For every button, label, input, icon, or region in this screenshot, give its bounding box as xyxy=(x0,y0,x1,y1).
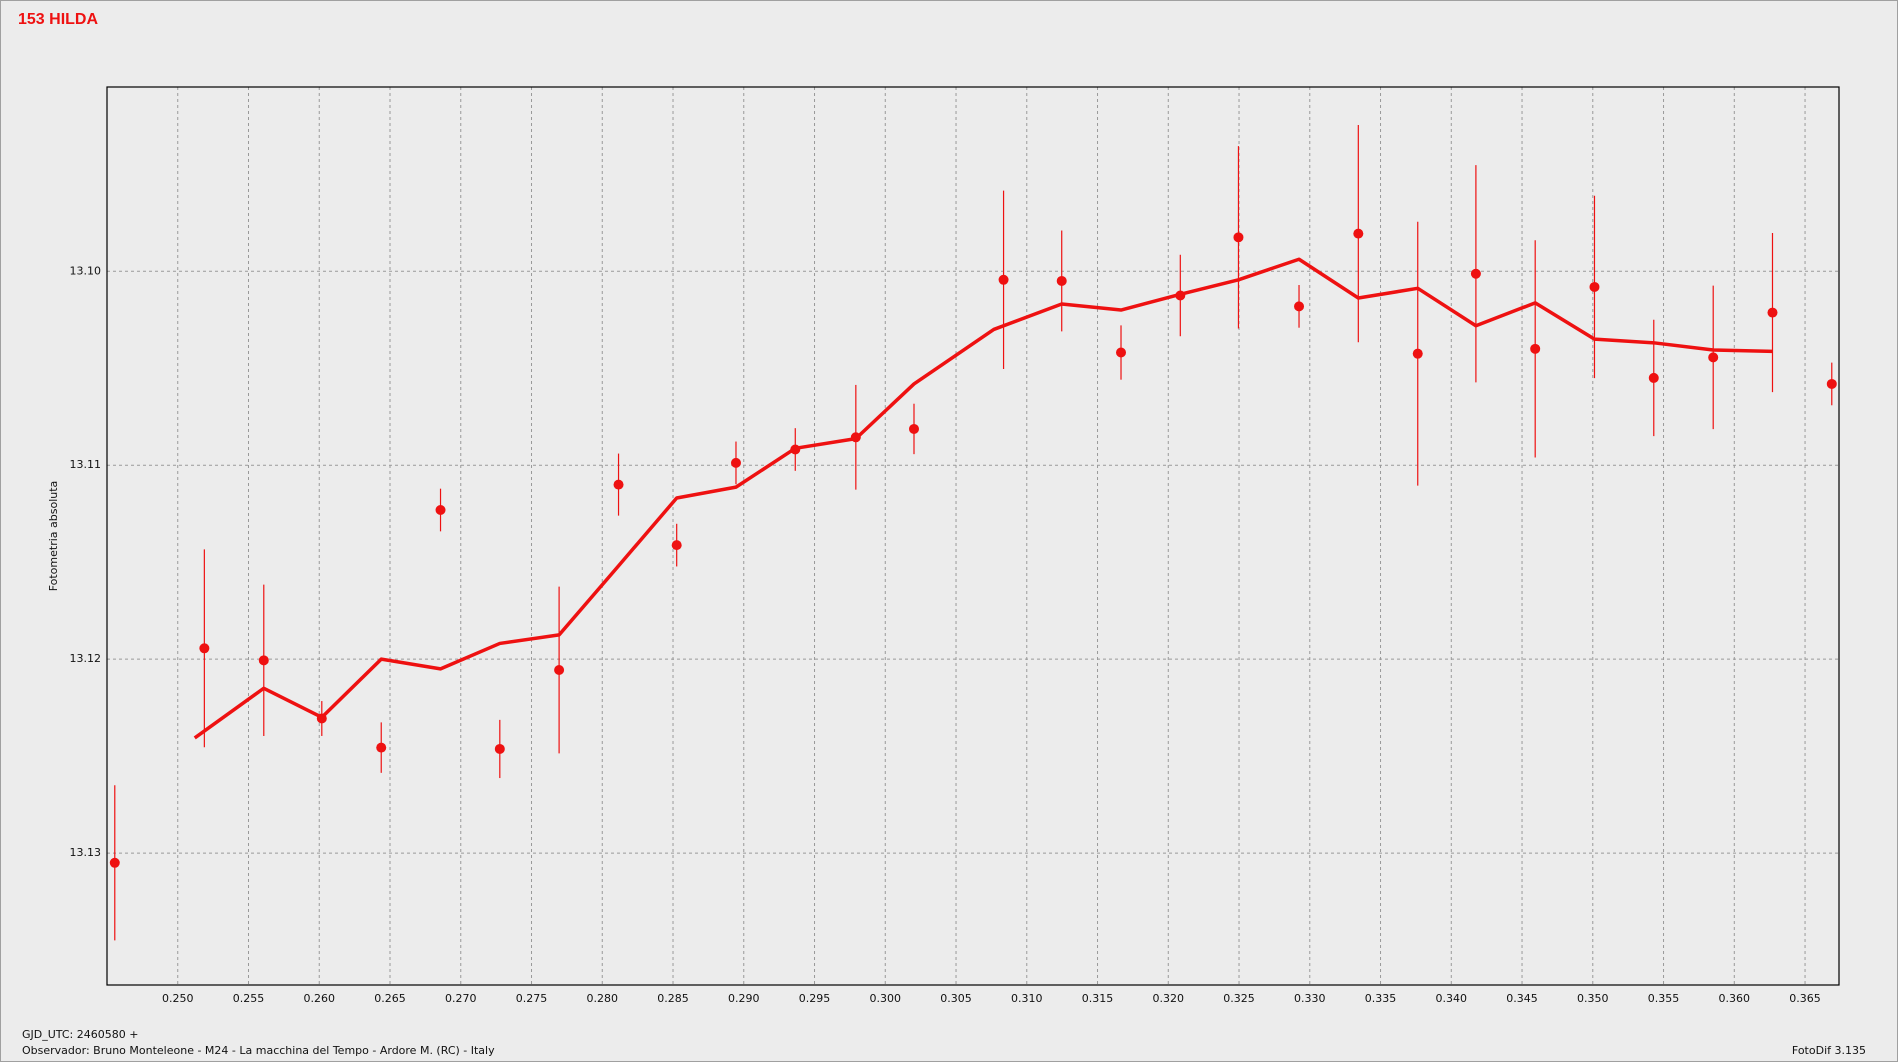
x-tick-label: 0.315 xyxy=(1082,992,1114,1005)
y-tick-label: 13.12 xyxy=(70,652,102,665)
data-point xyxy=(1708,352,1719,363)
data-point xyxy=(730,457,741,468)
x-tick-label: 0.335 xyxy=(1365,992,1397,1005)
x-tick-label: 0.270 xyxy=(445,992,477,1005)
data-point xyxy=(109,857,120,868)
plot-area xyxy=(107,87,1839,985)
data-point xyxy=(908,423,919,434)
x-tick-label: 0.350 xyxy=(1577,992,1609,1005)
x-tick-label: 0.250 xyxy=(162,992,194,1005)
data-point xyxy=(435,505,446,516)
data-point xyxy=(671,540,682,551)
software: FotoDif 3.135 xyxy=(1792,1044,1866,1057)
x-tick-label: 0.330 xyxy=(1294,992,1326,1005)
y-tick-label: 13.13 xyxy=(70,846,102,859)
x-tick-label: 0.255 xyxy=(233,992,265,1005)
data-point xyxy=(258,655,269,666)
x-tick-label: 0.285 xyxy=(657,992,689,1005)
footer: Observador: Bruno Monteleone - M24 - La … xyxy=(22,1044,495,1057)
data-point xyxy=(1294,301,1305,312)
data-point xyxy=(1530,343,1541,354)
x-tick-label: 0.355 xyxy=(1648,992,1680,1005)
x-tick-label: 0.345 xyxy=(1506,992,1538,1005)
x-tick-label: 0.275 xyxy=(516,992,548,1005)
data-point xyxy=(1412,348,1423,359)
x-tick-label: 0.340 xyxy=(1436,992,1468,1005)
x-axis-label: GJD_UTC: 2460580 + xyxy=(22,1028,138,1041)
x-tick-label: 0.260 xyxy=(304,992,336,1005)
y-axis-label: Fotometria absoluta xyxy=(47,481,60,592)
data-point xyxy=(1116,347,1127,358)
data-point xyxy=(1826,378,1837,389)
data-point xyxy=(376,742,387,753)
x-tick-label: 0.365 xyxy=(1789,992,1821,1005)
x-tick-label: 0.290 xyxy=(728,992,760,1005)
plot-border xyxy=(106,86,1840,986)
data-point xyxy=(199,643,210,654)
data-point xyxy=(1470,268,1481,279)
data-point xyxy=(1056,275,1067,286)
data-point xyxy=(1767,307,1778,318)
x-tick-label: 0.280 xyxy=(587,992,619,1005)
x-tick-label: 0.310 xyxy=(1011,992,1043,1005)
data-point xyxy=(613,479,624,490)
x-tick-label: 0.300 xyxy=(870,992,902,1005)
chart-title: 153 HILDA xyxy=(18,11,98,28)
data-point xyxy=(1233,232,1244,243)
data-point xyxy=(494,743,505,754)
x-tick-label: 0.325 xyxy=(1223,992,1255,1005)
data-point xyxy=(1589,281,1600,292)
y-tick-label: 13.10 xyxy=(70,264,102,277)
y-tick-label: 13.11 xyxy=(70,458,102,471)
trend-line xyxy=(193,257,1773,740)
data-point xyxy=(1648,372,1659,383)
x-tick-label: 0.305 xyxy=(940,992,972,1005)
x-tick-label: 0.360 xyxy=(1719,992,1751,1005)
x-tick-label: 0.320 xyxy=(1153,992,1185,1005)
data-point xyxy=(554,665,565,676)
x-tick-label: 0.295 xyxy=(799,992,831,1005)
data-point xyxy=(1353,228,1364,239)
data-point xyxy=(998,274,1009,285)
x-tick-label: 0.265 xyxy=(374,992,406,1005)
